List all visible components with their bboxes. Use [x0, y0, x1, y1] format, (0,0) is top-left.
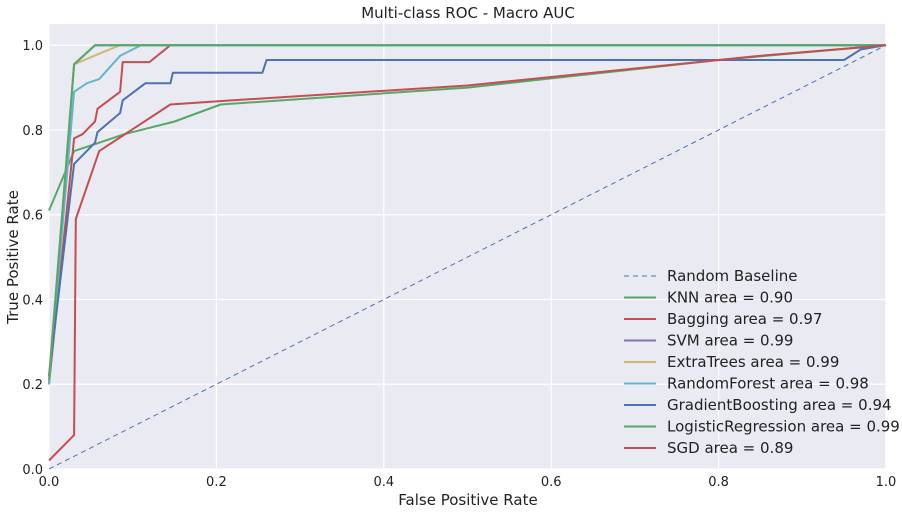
legend-label: SVM area = 0.99 — [667, 332, 793, 350]
x-tick-label: 0.0 — [39, 475, 60, 490]
legend-label: RandomForest area = 0.98 — [667, 375, 869, 393]
roc-curve-7 — [48, 44, 886, 381]
x-tick-label: 1.0 — [876, 475, 897, 490]
legend-label: GradientBoosting area = 0.94 — [667, 396, 892, 414]
plot-background — [49, 24, 886, 469]
chart-title: Multi-class ROC - Macro AUC — [361, 4, 575, 22]
y-tick-labels: 0.0 0.2 0.4 0.6 0.8 1.0 — [22, 39, 43, 478]
x-tick-label: 0.6 — [541, 475, 562, 490]
x-tick-label: 0.2 — [206, 475, 227, 490]
y-axis-label: True Positive Rate — [4, 190, 22, 325]
x-tick-label: 0.4 — [373, 475, 394, 490]
grid — [48, 24, 887, 470]
roc-curve-6 — [48, 44, 887, 376]
y-tick-label: 0.8 — [22, 124, 43, 139]
random-baseline-line — [48, 44, 887, 470]
y-tick-label: 0.0 — [22, 463, 43, 478]
roc-curve-8 — [48, 44, 887, 462]
legend-label: Bagging area = 0.97 — [667, 310, 822, 328]
y-tick-label: 0.4 — [22, 293, 43, 308]
series-layer — [48, 44, 887, 462]
legend-label: SGD area = 0.89 — [667, 439, 793, 457]
roc-curve-2 — [48, 44, 886, 385]
legend-label: LogisticRegression area = 0.99 — [667, 418, 900, 436]
x-tick-label: 0.8 — [708, 475, 729, 490]
y-tick-label: 1.0 — [22, 39, 43, 54]
y-tick-label: 0.6 — [22, 209, 43, 224]
x-axis-label: False Positive Rate — [398, 491, 537, 509]
baseline-layer — [48, 44, 887, 470]
legend-label: KNN area = 0.90 — [667, 289, 793, 307]
x-tick-labels: 0.0 0.2 0.4 0.6 0.8 1.0 — [39, 475, 897, 490]
y-tick-label: 0.2 — [22, 378, 43, 393]
legend: Random Baseline KNN area = 0.90 Bagging ar… — [624, 267, 900, 457]
legend-label: ExtraTrees area = 0.99 — [667, 353, 839, 371]
legend-label: Random Baseline — [667, 267, 797, 285]
